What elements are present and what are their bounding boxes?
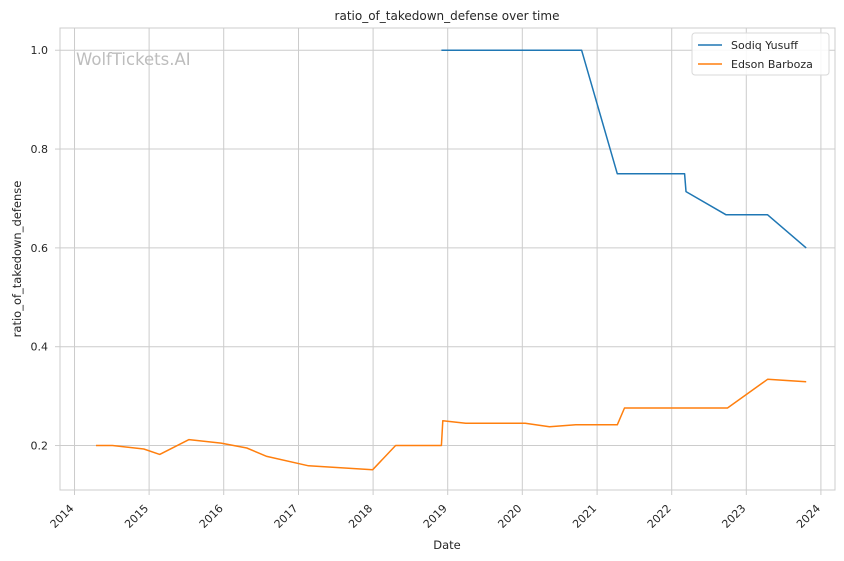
y-tick-label: 0.2 <box>31 440 49 453</box>
series-lines <box>96 49 807 471</box>
y-tick-label: 0.4 <box>31 341 49 354</box>
y-tick-label: 0.8 <box>31 143 49 156</box>
series-line-edson-barboza <box>96 378 807 471</box>
chart-title: ratio_of_takedown_defense over time <box>335 9 560 23</box>
y-axis-title: ratio_of_takedown_defense <box>10 181 24 338</box>
legend-label-edson-barboza: Edson Barboza <box>731 58 813 71</box>
y-tick-label: 0.6 <box>31 242 49 255</box>
legend: Sodiq Yusuff Edson Barboza <box>691 32 830 76</box>
x-axis-title: Date <box>433 538 461 552</box>
y-tick-label: 1.0 <box>31 44 49 57</box>
watermark-text: WolfTickets.AI <box>76 50 191 69</box>
legend-box <box>691 32 830 76</box>
y-axis-ticks: 0.2 0.4 0.6 0.8 1.0 <box>31 44 60 453</box>
legend-label-sodiq-yusuff: Sodiq Yusuff <box>731 39 798 52</box>
series-line-sodiq-yusuff <box>441 49 807 249</box>
